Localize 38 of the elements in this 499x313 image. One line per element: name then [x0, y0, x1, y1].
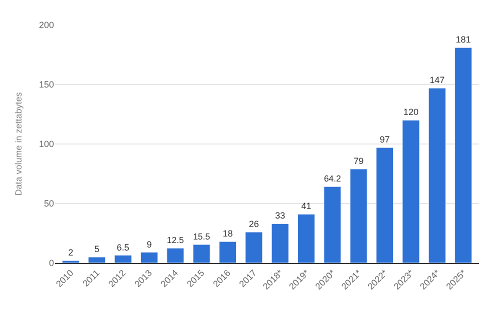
y-tick-label: 150: [38, 80, 54, 90]
data-label: 64.2: [324, 174, 342, 184]
bar: [376, 147, 394, 263]
bar: [192, 244, 210, 263]
bar: [218, 241, 236, 263]
data-label: 6.5: [116, 242, 130, 252]
bar: [298, 214, 316, 263]
y-tick-label: 200: [38, 20, 54, 30]
bar: [114, 255, 132, 263]
data-label: 147: [430, 75, 445, 86]
data-label: 12.5: [166, 235, 184, 246]
y-tick-label: 50: [44, 198, 54, 209]
bar: [350, 168, 368, 263]
data-label: 9: [146, 239, 152, 250]
data-label: 120: [403, 107, 418, 118]
bar: [271, 223, 289, 263]
data-label: 5: [94, 244, 100, 254]
y-tick-label: 0: [48, 258, 54, 268]
data-label: 2: [68, 248, 74, 258]
y-tick-label: 100: [38, 139, 54, 150]
data-label: 181: [456, 34, 471, 45]
bar: [454, 47, 472, 263]
bar: [166, 248, 184, 263]
data-label: 33: [275, 210, 286, 221]
data-label: 41: [301, 201, 312, 212]
bar: [245, 232, 263, 263]
y-axis-title: Data volume in zettabytes: [13, 92, 24, 196]
data-label: 26: [248, 219, 259, 230]
bar: [140, 252, 158, 263]
data-label: 18: [222, 228, 233, 239]
bar: [88, 256, 106, 263]
data-label: 97: [380, 134, 390, 145]
bar: [62, 260, 80, 263]
data-label: 15.5: [193, 232, 210, 242]
bar: [402, 120, 420, 263]
data-label: 79: [354, 156, 364, 166]
bar: [324, 186, 342, 263]
bar: [428, 88, 446, 263]
